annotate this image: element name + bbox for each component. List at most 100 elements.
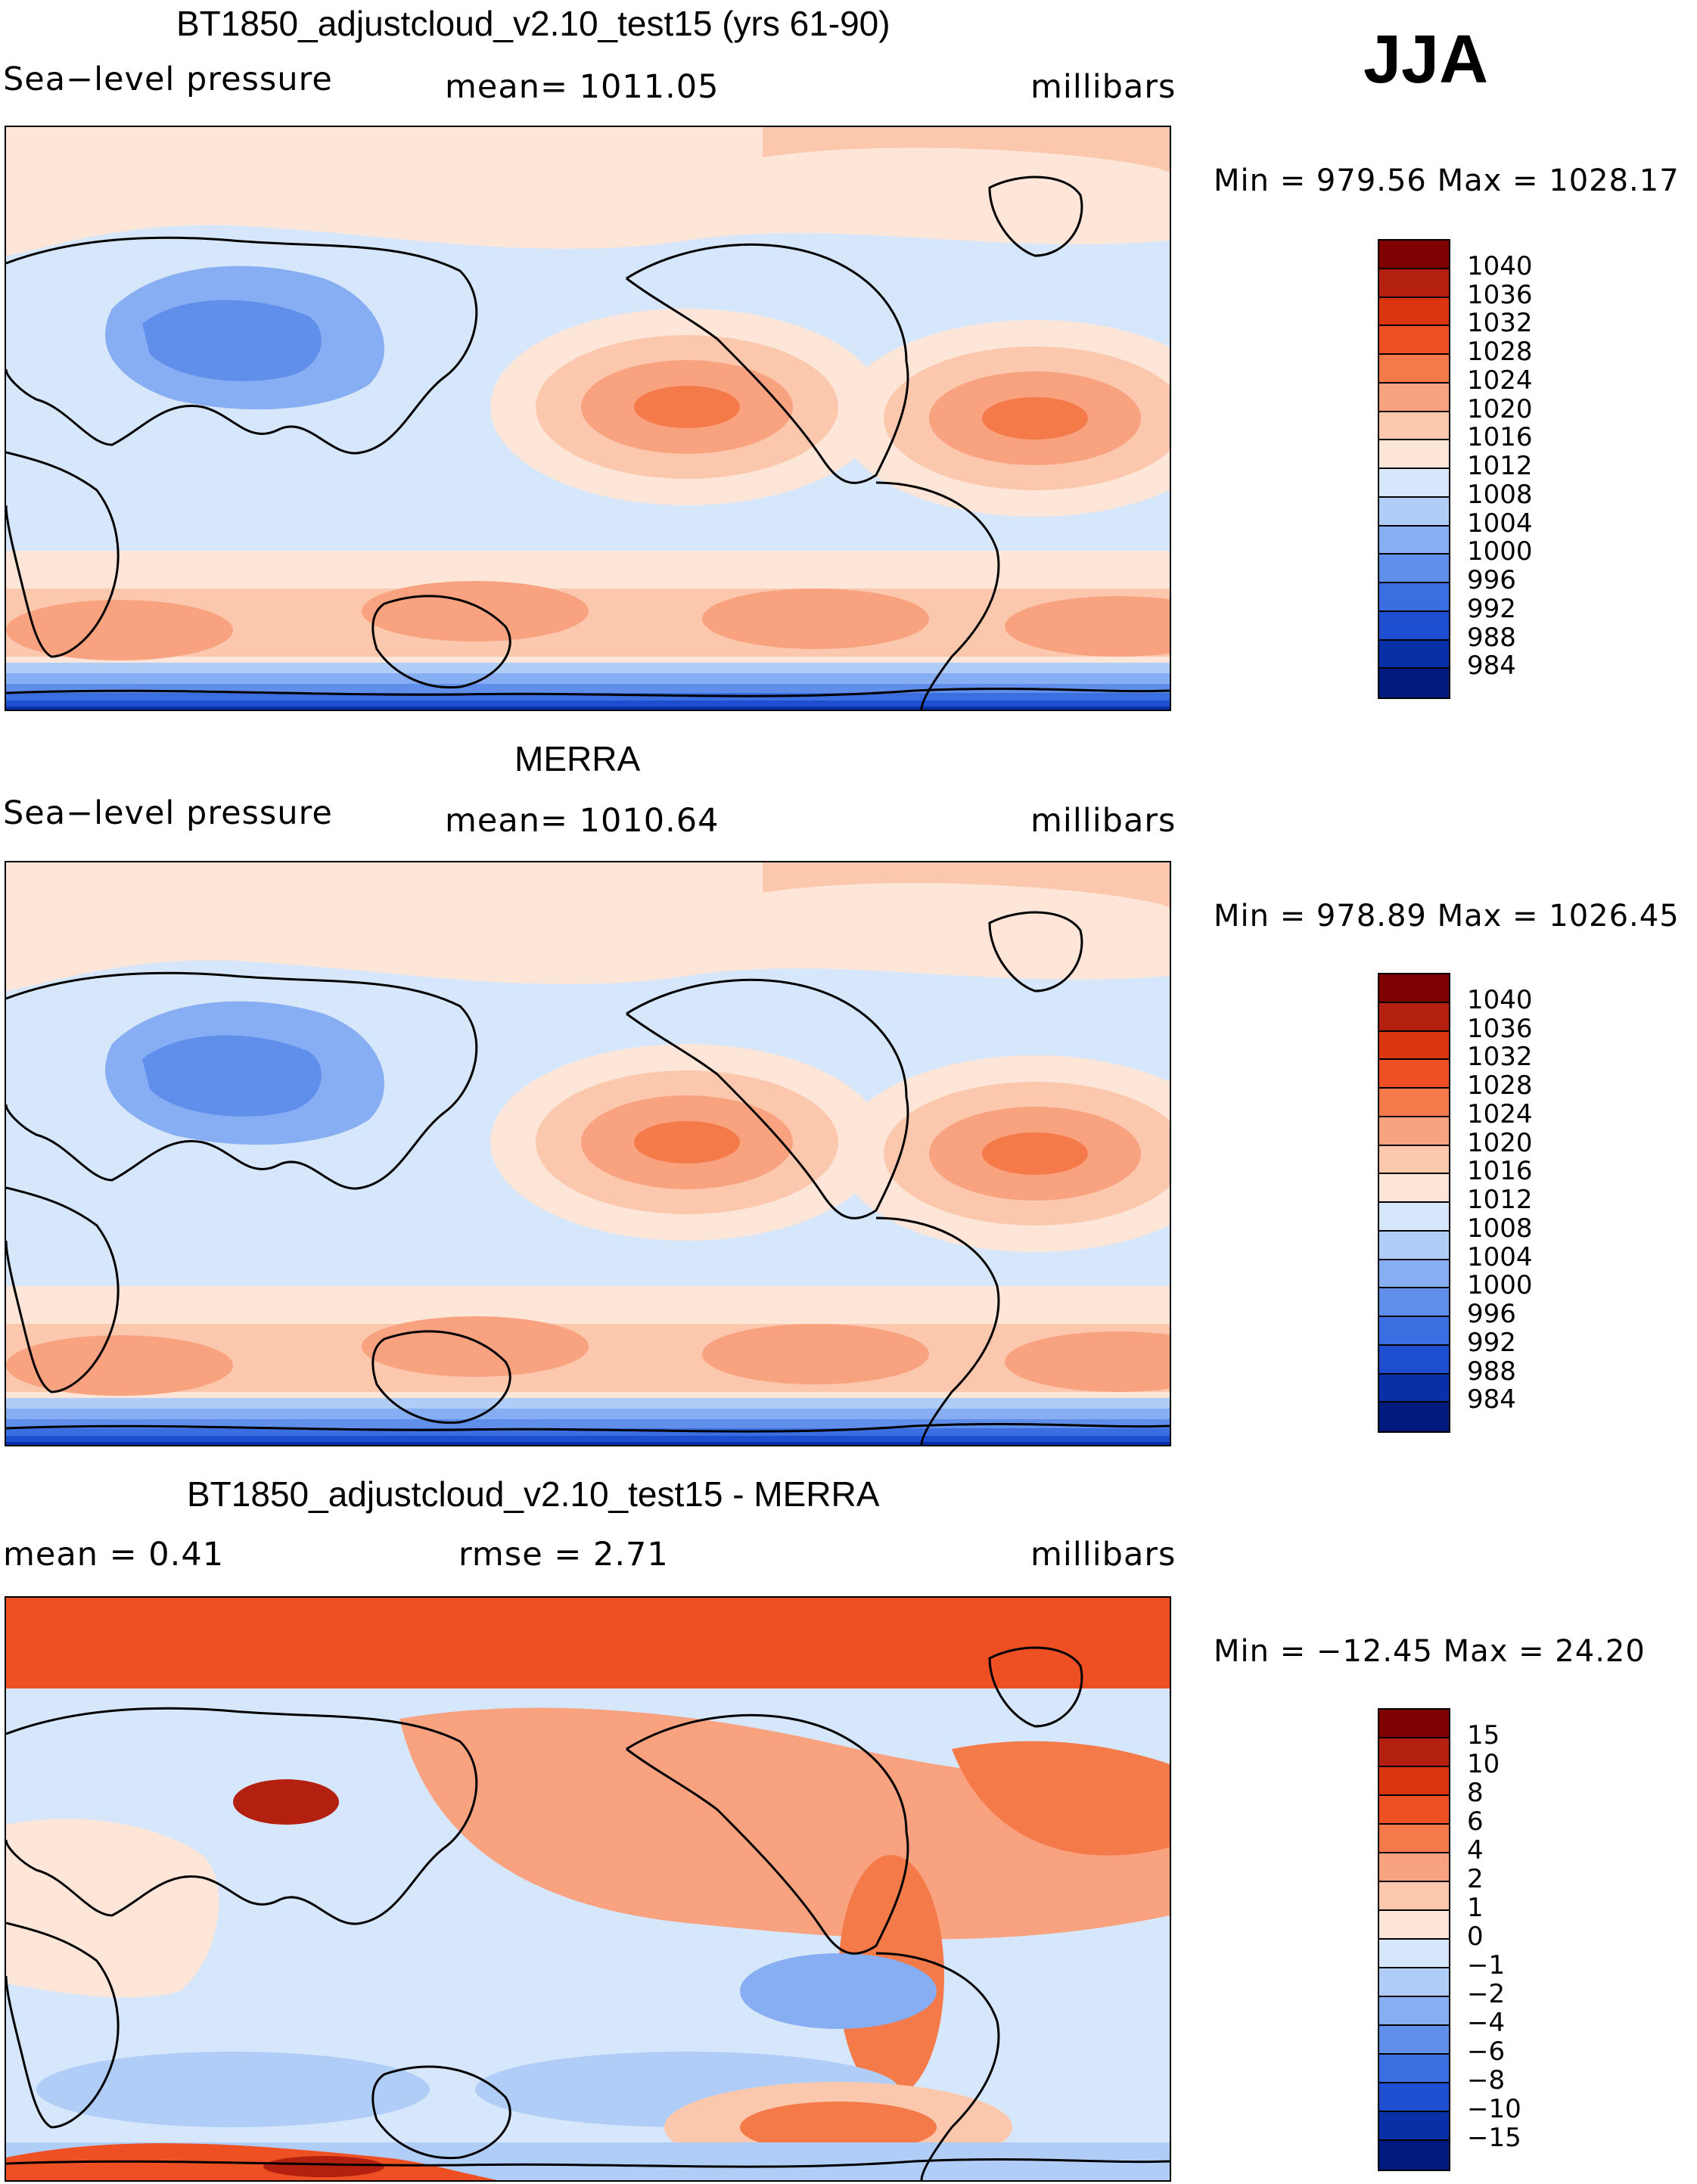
colorbar-label: 996 <box>1467 1299 1516 1329</box>
colorbar-swatch <box>1379 1002 1449 1032</box>
coastline <box>875 1952 1000 2180</box>
field-contours <box>6 127 1170 710</box>
coastlines <box>6 176 1170 710</box>
coastline <box>6 1422 1170 1433</box>
panel-1-minmax: Min = 979.56 Max = 1028.17 <box>1214 163 1680 198</box>
coastline <box>371 1330 511 1424</box>
colorbar-swatch <box>1379 1853 1449 1882</box>
coastline <box>6 687 1170 697</box>
colorbar-swatch <box>1379 1710 1449 1738</box>
colorbar-swatch <box>1379 1825 1449 1853</box>
coastline <box>6 451 120 658</box>
colorbar-label: 992 <box>1467 1327 1516 1358</box>
panel-2-minmax: Min = 978.89 Max = 1026.45 <box>1214 899 1680 934</box>
colorbar-label: −1 <box>1467 1950 1506 1981</box>
colorbar-swatch <box>1379 269 1449 298</box>
colorbar-swatch <box>1379 1031 1449 1061</box>
panel-2-map <box>5 861 1171 1446</box>
colorbar-swatch <box>1379 2026 1449 2055</box>
colorbar-swatch <box>1379 1767 1449 1796</box>
colorbar-swatch <box>1379 469 1449 498</box>
colorbar-swatch <box>1379 2055 1449 2083</box>
field-contours <box>6 862 1170 1445</box>
colorbar-swatch <box>1379 2083 1449 2112</box>
colorbar-swatch <box>1379 1317 1449 1346</box>
colorbar-label: 1036 <box>1467 279 1533 310</box>
colorbar-swatch <box>1379 1997 1449 2026</box>
colorbar-swatch <box>1379 412 1449 441</box>
season-label: JJA <box>1363 22 1489 98</box>
coastline <box>6 1186 120 1393</box>
colorbar-swatch <box>1379 611 1449 641</box>
colorbar-label: 1024 <box>1467 1098 1533 1129</box>
colorbar-label: 10 <box>1467 1749 1500 1779</box>
colorbar-swatch <box>1379 383 1449 412</box>
colorbar-label: −2 <box>1467 1979 1506 2009</box>
coastline <box>988 1646 1083 1728</box>
colorbar-swatch <box>1379 1374 1449 1403</box>
colorbar-swatch <box>1379 2112 1449 2141</box>
colorbar-swatch <box>1379 1174 1449 1203</box>
colorbar-swatch <box>1379 1911 1449 1940</box>
colorbar-label: −4 <box>1467 2008 1506 2038</box>
colorbar-swatch <box>1379 241 1449 269</box>
panel-2-variable: Sea−level pressure <box>3 794 333 832</box>
colorbar-swatch <box>1379 1288 1449 1317</box>
coastline <box>988 176 1083 257</box>
colorbar-swatch <box>1379 555 1449 583</box>
colorbar-swatch <box>1379 297 1449 327</box>
colorbar-swatch <box>1379 1260 1449 1289</box>
colorbar-label: 1012 <box>1467 451 1533 481</box>
coastline <box>6 1921 120 2129</box>
colorbar-swatch <box>1379 355 1449 384</box>
colorbar-label: 6 <box>1467 1807 1484 1837</box>
panel-3-title: BT1850_adjustcloud_v2.10_test15 - MERRA <box>187 1474 880 1514</box>
colorbar-label: 1008 <box>1467 479 1533 510</box>
colorbar-label: 984 <box>1467 1384 1516 1415</box>
colorbar-swatch <box>1379 497 1449 527</box>
colorbar-label: 1028 <box>1467 337 1533 367</box>
colorbar-label: 984 <box>1467 651 1516 682</box>
colorbar-swatch <box>1379 1060 1449 1089</box>
panel-3-minmax: Min = −12.45 Max = 24.20 <box>1214 1634 1646 1669</box>
colorbar-label: 988 <box>1467 622 1516 653</box>
colorbar-swatch <box>1379 1345 1449 1375</box>
colorbar-label: 1008 <box>1467 1213 1533 1244</box>
colorbar-label: −10 <box>1467 2094 1521 2124</box>
colorbar-label: 1028 <box>1467 1070 1533 1101</box>
coastline <box>626 243 909 484</box>
colorbar-swatch <box>1379 526 1449 555</box>
panel-1-variable: Sea−level pressure <box>3 61 333 98</box>
colorbar-label: 1012 <box>1467 1185 1533 1215</box>
panel-2-units: millibars <box>1030 802 1176 840</box>
colorbar-label: −6 <box>1467 2036 1506 2067</box>
colorbar-swatch <box>1379 1968 1449 1997</box>
colorbar-label: 1004 <box>1467 1241 1533 1272</box>
panel-3-rmse: rmse = 2.71 <box>458 1536 669 1574</box>
colorbar-swatch <box>1379 326 1449 355</box>
colorbar-label: 1000 <box>1467 536 1533 567</box>
colorbar-label: 992 <box>1467 593 1516 624</box>
panel-3-mean: mean = 0.41 <box>3 1536 225 1574</box>
colorbar-swatch <box>1379 1796 1449 1825</box>
colorbar-swatch <box>1379 1738 1449 1767</box>
colorbar-swatch <box>1379 1117 1449 1146</box>
colorbar-label: 1016 <box>1467 422 1533 453</box>
colorbar-label: 988 <box>1467 1356 1516 1387</box>
colorbar-swatch <box>1379 1145 1449 1175</box>
panel-3-map <box>5 1596 1171 2182</box>
colorbar-label: −8 <box>1467 2065 1506 2095</box>
colorbar-label: 2 <box>1467 1864 1484 1894</box>
coastline <box>6 971 478 1190</box>
colorbar-label: 1040 <box>1467 984 1533 1015</box>
coastline <box>371 595 511 689</box>
coastline <box>6 2158 1170 2168</box>
coastline <box>875 481 1000 710</box>
colorbar-swatch <box>1379 669 1449 697</box>
panel-1-colorbar <box>1378 239 1450 699</box>
coastline <box>626 978 909 1219</box>
colorbar-swatch <box>1379 440 1449 469</box>
colorbar-swatch <box>1379 583 1449 612</box>
colorbar-label: −15 <box>1467 2123 1521 2153</box>
colorbar-label: 1000 <box>1467 1270 1533 1301</box>
